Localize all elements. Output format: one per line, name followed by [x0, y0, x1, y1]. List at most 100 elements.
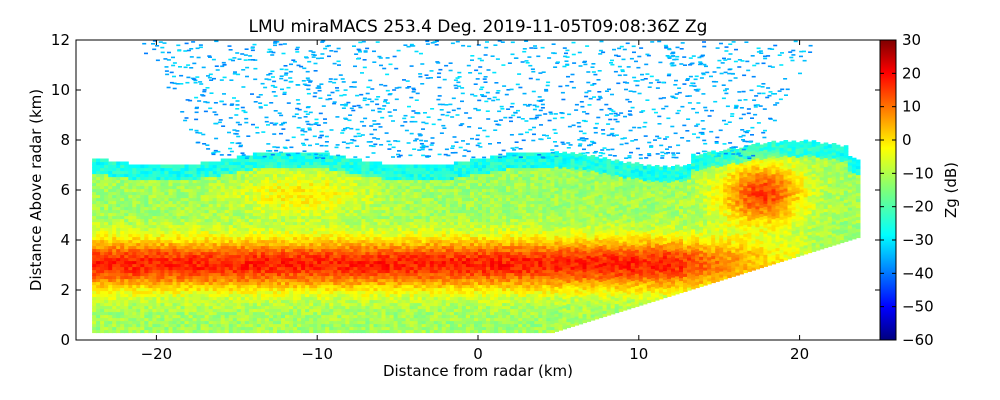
radar-cell — [349, 257, 354, 262]
radar-cell — [381, 212, 387, 217]
radar-cell — [152, 290, 157, 295]
radar-cell — [273, 167, 278, 172]
radar-cell — [353, 230, 358, 235]
radar-cell — [301, 203, 306, 208]
radar-cell — [273, 161, 278, 166]
radar-cell — [192, 182, 198, 187]
radar-cell — [112, 314, 117, 319]
radar-cell — [216, 272, 222, 277]
radar-cell — [116, 311, 121, 316]
radar-cell — [204, 251, 210, 256]
radar-cell — [184, 179, 190, 184]
radar-cell — [373, 305, 379, 310]
radar-cell — [413, 305, 419, 310]
radar-cell — [409, 290, 415, 295]
radar-cell — [293, 206, 298, 211]
radar-cell — [116, 296, 121, 301]
radar-cell — [425, 224, 431, 229]
radar-cell — [369, 194, 375, 199]
radar-cell — [353, 293, 358, 298]
radar-cell — [216, 263, 222, 268]
radar-cell — [321, 212, 326, 217]
radar-cell — [220, 206, 226, 211]
radar-cell — [220, 164, 226, 169]
radar-cell — [393, 185, 399, 190]
radar-cell — [385, 164, 391, 169]
radar-cell — [240, 200, 246, 205]
radar-cell — [297, 233, 302, 238]
radar-cell — [329, 230, 334, 235]
radar-cell — [285, 158, 290, 163]
radar-cell — [417, 275, 423, 280]
radar-cell — [176, 170, 182, 175]
radar-cell — [393, 269, 399, 274]
radar-cell — [289, 299, 294, 304]
radar-cell — [353, 284, 358, 289]
radar-cell — [385, 200, 391, 205]
radar-cell — [429, 179, 435, 184]
radar-cell — [172, 263, 178, 268]
radar-cell — [421, 260, 427, 265]
radar-cell — [120, 257, 125, 262]
radar-cell — [421, 290, 427, 295]
radar-cell — [244, 296, 250, 301]
radar-cell — [385, 176, 391, 181]
radar-cell — [168, 290, 174, 295]
radar-cell — [425, 260, 431, 265]
radar-cell — [353, 206, 358, 211]
radar-cell — [333, 263, 338, 268]
radar-cell — [104, 230, 109, 235]
radar-cell — [140, 179, 145, 184]
radar-cell — [240, 299, 246, 304]
radar-cell — [188, 203, 194, 208]
radar-cell — [164, 182, 169, 187]
radar-cell — [116, 185, 121, 190]
radar-cell — [369, 272, 375, 277]
radar-cell — [321, 263, 326, 268]
radar-cell — [389, 194, 395, 199]
radar-cell — [353, 311, 358, 316]
radar-cell — [289, 233, 294, 238]
radar-cell — [240, 212, 246, 217]
radar-cell — [212, 263, 218, 268]
radar-cell — [208, 254, 214, 259]
radar-cell — [325, 326, 330, 331]
radar-cell — [176, 329, 182, 334]
radar-cell — [108, 203, 113, 208]
radar-cell — [168, 233, 174, 238]
radar-cell — [164, 215, 169, 220]
radar-cell — [317, 215, 322, 220]
radar-cell — [349, 251, 354, 256]
radar-cell — [144, 302, 149, 307]
radar-cell — [297, 281, 302, 286]
radar-cell — [289, 329, 294, 334]
radar-cell — [397, 305, 403, 310]
radar-cell — [389, 317, 395, 322]
radar-cell — [289, 305, 294, 310]
radar-cell — [220, 239, 226, 244]
radar-cell — [421, 248, 427, 253]
radar-cell — [377, 302, 383, 307]
radar-cell — [337, 287, 342, 292]
radar-cell — [341, 191, 346, 196]
radar-cell — [401, 197, 407, 202]
radar-cell — [128, 215, 133, 220]
radar-cell — [224, 176, 230, 181]
radar-cell — [345, 272, 350, 277]
radar-cell — [192, 194, 198, 199]
radar-cell — [164, 176, 169, 181]
radar-cell — [305, 302, 310, 307]
radar-cell — [409, 329, 415, 334]
radar-cell — [204, 161, 210, 166]
radar-cell — [277, 308, 282, 313]
radar-cell — [353, 308, 358, 313]
radar-cell — [116, 170, 121, 175]
radar-cell — [373, 296, 379, 301]
radar-cell — [393, 263, 399, 268]
radar-cell — [393, 197, 399, 202]
radar-cell — [437, 329, 443, 334]
radar-cell — [140, 248, 145, 253]
radar-cell — [349, 164, 354, 169]
radar-cell — [140, 302, 145, 307]
radar-cell — [168, 182, 174, 187]
